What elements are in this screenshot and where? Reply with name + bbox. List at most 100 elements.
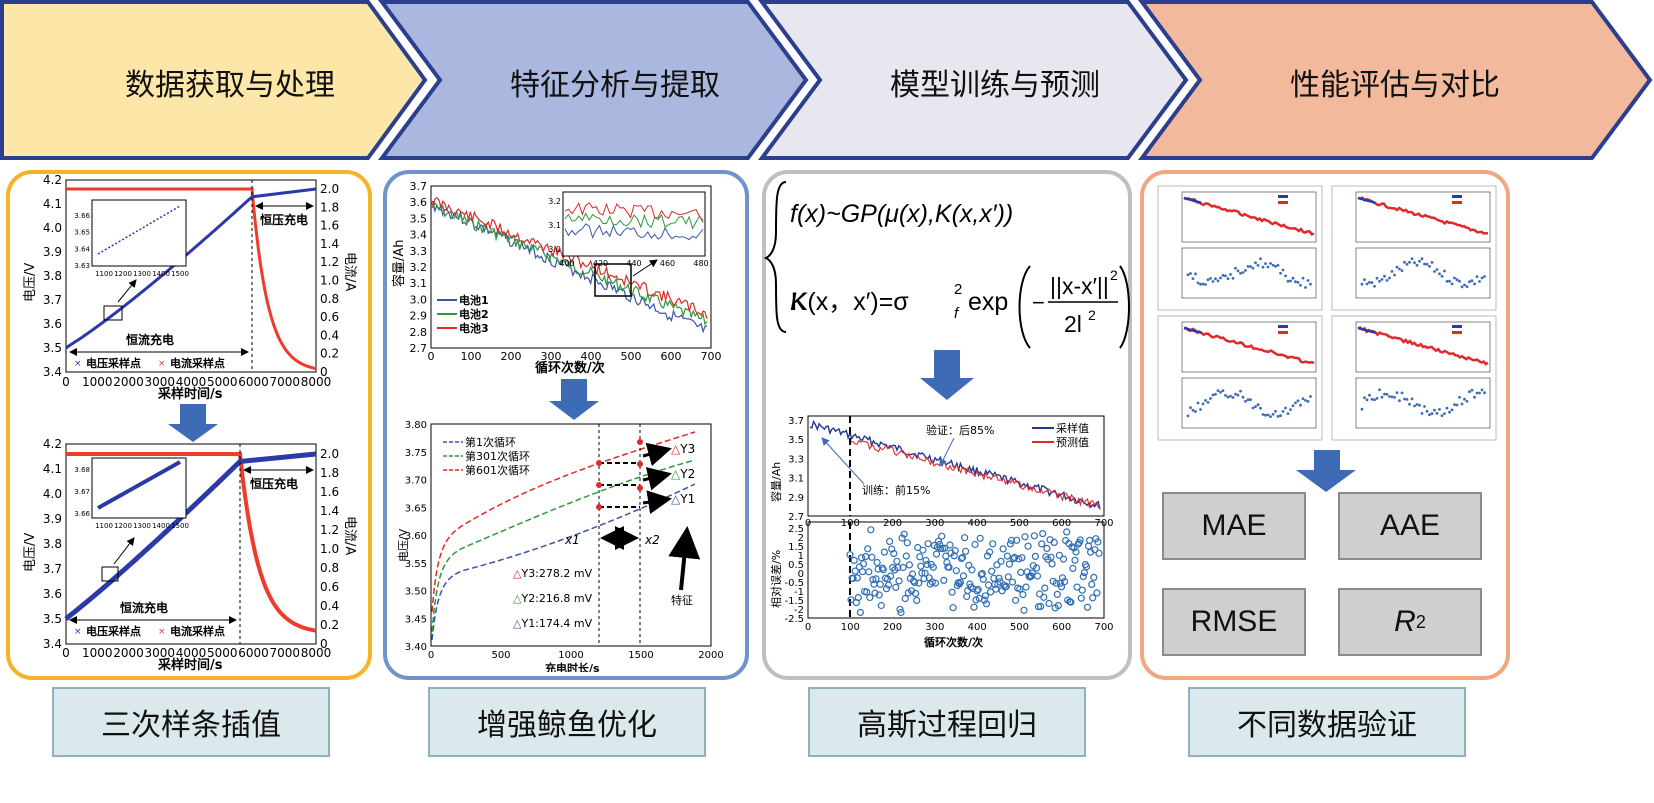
thumbnail-error-point (1211, 393, 1215, 397)
p1-down-arrow (168, 404, 218, 442)
thumbnail-error-point (1186, 273, 1190, 277)
error-point (1086, 536, 1094, 544)
error-point (900, 530, 908, 538)
y-tick-label: -2.5 (784, 614, 804, 625)
y-tick-label: 3.1 (548, 221, 561, 230)
error-point (1072, 548, 1080, 556)
p3-formula-num: ||x-x′|| (1050, 273, 1109, 299)
y-tick-label: 3.50 (405, 587, 427, 598)
thumbnail-error-point (1480, 276, 1484, 280)
y-tick-label: 0.6 (320, 580, 339, 594)
p1-top-ylabel: 电压/V (23, 263, 38, 302)
thumbnail-error-point (1463, 283, 1466, 287)
p2-y3-arrow (642, 442, 672, 467)
error-point (973, 587, 981, 595)
stage-arrow-2 (378, 0, 809, 160)
error-point (880, 548, 889, 556)
p1-top-legend-v: 电压采样点 (86, 356, 141, 370)
x-tick-label: 1400 (152, 522, 170, 530)
y-tick-label: 3.2 (548, 197, 561, 206)
x-tick-label: 6000 (238, 375, 269, 389)
y-tick-label: 1.8 (320, 200, 339, 214)
thumbnail-error-point (1306, 279, 1310, 282)
thumbnail-error-point (1214, 277, 1217, 281)
thumbnail-error-point (1408, 402, 1411, 406)
error-point (1031, 552, 1039, 560)
thumbnail-error-point (1448, 279, 1451, 283)
thumbnail-prediction-line (1357, 196, 1488, 235)
p2-bottom-axes (430, 423, 712, 647)
p2-curve-cycle301 (431, 459, 696, 633)
error-point (856, 608, 865, 616)
x-tick-label: 200 (501, 350, 522, 363)
x-tick-label: 1200 (114, 270, 132, 278)
thumbnail-error-point (1304, 286, 1307, 289)
thumbnail-error-point (1360, 407, 1364, 411)
thumbnail-error-point (1435, 268, 1439, 271)
thumbnail-error-point (1276, 263, 1280, 267)
p1-bottom-chart: 3.4 3.5 3.6 3.7 3.8 3.9 4.0 4.1 4.2 0 0.2 0.4 0.6 0.… (23, 437, 357, 672)
thumbnail-error-point (1294, 401, 1297, 405)
p3-error-points (846, 526, 1103, 617)
p3-down-arrow (920, 350, 974, 400)
thumbnail-error-point (1423, 405, 1426, 408)
y-tick-label: 3.4 (43, 637, 62, 651)
thumbnail-legend-swatch (1278, 195, 1288, 198)
thumbnail-error-point (1378, 279, 1381, 283)
error-point (963, 592, 971, 601)
y-tick-label: 0.8 (320, 561, 339, 575)
error-point (1043, 544, 1051, 552)
p3-bottom-ylabel: 相对误差/% (769, 550, 783, 608)
thumbnail-error-point (1450, 282, 1454, 286)
error-point (1079, 573, 1087, 581)
error-point (912, 589, 920, 597)
error-point (913, 596, 921, 604)
p1-bottom-y2ticks: 0 0.2 0.4 0.6 0.8 1.0 1.2 1.4 1.6 1.8 2.0 (320, 447, 339, 651)
error-point (983, 552, 992, 560)
thumbnail-legend-swatch (1278, 325, 1288, 328)
error-point (950, 552, 958, 560)
x-tick-label: 1500 (171, 522, 189, 530)
y-tick-label: 0 (320, 365, 328, 379)
y-tick-label: 0.4 (320, 328, 339, 342)
p3-formula-num-sup: 2 (1110, 267, 1118, 283)
error-point (858, 568, 867, 576)
p3-annot-train: 训练：前15% (862, 483, 930, 497)
thumbnail-error-point (1468, 280, 1471, 284)
thumbnail-error-point (1455, 278, 1459, 282)
panel4-thumbnails (1157, 185, 1497, 470)
p3-formula-line1: f(x)~GP(μ(x),K(x,x′)) (790, 200, 1013, 228)
p2-feature-arrow (668, 526, 701, 591)
error-point (971, 540, 979, 549)
error-point (1018, 554, 1026, 562)
p2-top-inset-battery3 (564, 202, 704, 221)
x-tick-label: 100 (841, 622, 860, 633)
thumbnail-error-point (1284, 274, 1287, 278)
thumbnail-error-point (1388, 276, 1391, 280)
error-point (898, 534, 906, 542)
error-point (859, 560, 868, 568)
thumbnail-error-point (1264, 413, 1267, 417)
p1-bottom-current-line (66, 452, 317, 633)
thumbnail-error-point (1279, 414, 1282, 418)
p3-top-chart: 2.72.93.13.33.53.7 010020030040050060070… (769, 415, 1114, 529)
x-tick-label: 0 (62, 646, 70, 660)
y-tick-label: 4.0 (43, 487, 62, 501)
error-point (956, 578, 964, 586)
x-tick-label: 600 (661, 350, 682, 363)
y-tick-label: 3.3 (410, 245, 428, 258)
p2-y3-marker: △Y3 (671, 442, 695, 456)
thumbnail-error-point (1194, 272, 1197, 276)
thumbnail-error-point (1189, 406, 1192, 409)
error-point (959, 572, 968, 580)
p2-bottom-ylabel: 电压/V (397, 528, 410, 562)
thumbnail-error-point (1385, 279, 1389, 282)
error-point (846, 551, 854, 559)
thumbnail-error-point (1408, 260, 1411, 264)
y-tick-label: 3.60 (405, 531, 427, 542)
error-point (1011, 553, 1019, 561)
thumbnail-error-point (1375, 276, 1379, 280)
thumbnail-legend-swatch (1278, 201, 1288, 204)
thumbnail-error-point (1458, 279, 1461, 283)
p3-prediction-line (849, 439, 1101, 510)
